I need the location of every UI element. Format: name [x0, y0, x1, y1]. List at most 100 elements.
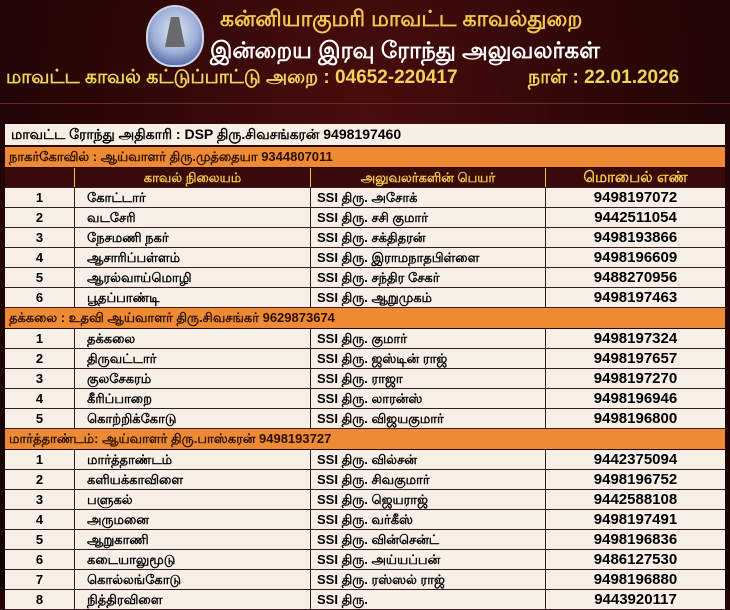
serial-cell: 4	[5, 248, 75, 267]
serial-cell: 2	[5, 349, 75, 368]
date: நாள் : 22.01.2026	[528, 67, 680, 88]
officer-cell: SSI திரு. சக்திதரன்	[311, 228, 546, 247]
officer-cell: SSI திரு. வில்சன்	[311, 450, 546, 469]
station-cell: கோட்டார்	[75, 188, 311, 207]
table-row: 1 கோட்டார் SSI திரு. அசோக் 9498197072	[5, 188, 725, 208]
station-cell: ஆரல்வாய்மொழி	[75, 268, 311, 287]
table-row: 2 வடசேரி SSI திரு. சசி குமார் 9442511054	[5, 208, 725, 228]
serial-cell: 5	[5, 268, 75, 287]
page-header: கன்னியாகுமரி மாவட்ட காவல்துறை இன்றைய இரவ…	[0, 0, 730, 118]
serial-cell: 3	[5, 490, 75, 509]
divider	[0, 103, 730, 104]
serial-cell: 3	[5, 369, 75, 388]
serial-cell: 2	[5, 208, 75, 227]
column-header: காவல் நிலையம்	[75, 168, 311, 187]
section-header: நாகர்கோவில் : ஆய்வாளர் திரு.முத்தையா 934…	[5, 147, 725, 168]
station-cell: அருமனை	[75, 510, 311, 529]
mobile-cell: 9498196752	[593, 471, 678, 488]
officer-cell: SSI திரு. அசோக்	[311, 188, 546, 207]
table-row: 1 தக்கலை SSI திரு. குமார் 9498197324	[5, 329, 725, 349]
serial-cell: 4	[5, 510, 75, 529]
district-patrol-officer: மாவட்ட ரோந்து அதிகாரி : DSP திரு.சிவசங்க…	[5, 124, 725, 147]
officer-cell: SSI திரு. ரஸ்ஸல் ராஜ்	[311, 570, 546, 589]
patrol-officers-table: மாவட்ட ரோந்து அதிகாரி : DSP திரு.சிவசங்க…	[5, 124, 725, 610]
officer-cell: SSI திரு. குமார்	[311, 329, 546, 348]
mobile-cell: 9498197491	[593, 511, 678, 528]
station-cell: திருவட்டார்	[75, 349, 311, 368]
mobile-cell: 9442375094	[593, 451, 678, 468]
table-row: 4 அருமனை SSI திரு. வர்கீஸ் 9498197491	[5, 510, 725, 530]
station-cell: களியக்காவிளை	[75, 470, 311, 489]
serial-cell: 8	[5, 590, 75, 609]
mobile-cell: 9498197072	[593, 189, 678, 206]
officer-cell: SSI திரு. வின்சென்ட்	[311, 530, 546, 549]
station-cell: தக்கலை	[75, 329, 311, 348]
officer-cell: SSI திரு. சிவகுமார்	[311, 470, 546, 489]
page-subtitle: இன்றைய இரவு ரோந்து அலுவலர்கள்	[210, 37, 601, 63]
page-title: கன்னியாகுமரி மாவட்ட காவல்துறை	[220, 6, 583, 31]
mobile-cell: 9498196946	[593, 390, 678, 407]
mobile-cell: 9498193866	[593, 229, 678, 246]
serial-cell: 6	[5, 288, 75, 307]
table-row: 5 கொற்றிக்கோடு SSI திரு. விஜயகுமார் 9498196…	[5, 409, 725, 429]
section-header: மார்த்தாண்டம்: ஆய்வாளர் திரு.பாஸ்கரன் 94…	[5, 429, 725, 450]
officer-cell: SSI திரு. ஜெயராஜ்	[311, 490, 546, 509]
table-row: 3 நேசமணி நகர் SSI திரு. சக்திதரன் 949819386…	[5, 228, 725, 248]
table-row: 5 ஆறுகாணி SSI திரு. வின்சென்ட் 9498196836	[5, 530, 725, 550]
mobile-cell: 9443920117	[594, 591, 677, 608]
table-row: 2 திருவட்டார் SSI திரு. ஜஸ்டின் ராஜ் 949819…	[5, 349, 725, 369]
mobile-cell: 9498196880	[593, 571, 678, 588]
serial-cell: 7	[5, 570, 75, 589]
mobile-cell: 9498197324	[593, 330, 678, 347]
table-row: 6 பூதப்பாண்டி SSI திரு. ஆறுமுகம் 9498197463	[5, 288, 725, 308]
officer-cell: SSI திரு. ஜஸ்டின் ராஜ்	[311, 349, 546, 368]
officer-cell: SSI திரு. ஆறுமுகம்	[311, 288, 546, 307]
officer-cell: SSI திரு. ராஜா	[311, 369, 546, 388]
police-emblem-logo	[146, 5, 204, 67]
table-row: 6 கடையாலுமூடு SSI திரு. அய்யப்பன் 948612753…	[5, 550, 725, 570]
table-row: 8 நித்திரவிளை SSI திரு. 9443920117	[5, 590, 725, 610]
mobile-cell: 9486127530	[593, 551, 678, 568]
column-header: மொபைல் எண்	[583, 169, 688, 186]
station-cell: கொல்லங்கோடு	[75, 570, 311, 589]
table-row: 7 கொல்லங்கோடு SSI திரு. ரஸ்ஸல் ராஜ் 9498196…	[5, 570, 725, 590]
station-cell: நித்திரவிளை	[75, 590, 311, 609]
officer-cell: SSI திரு. சசி குமார்	[311, 208, 546, 227]
officer-cell: SSI திரு. அய்யப்பன்	[311, 550, 546, 569]
mobile-cell: 9498196609	[593, 249, 678, 266]
station-cell: ஆசாரிப்பள்ளம்	[75, 248, 311, 267]
station-cell: கடையாலுமூடு	[75, 550, 311, 569]
officer-cell: SSI திரு. விஜயகுமார்	[311, 409, 546, 428]
section-header: தக்கலை : உதவி ஆய்வாளர் திரு.சிவசங்கர் 96…	[5, 308, 725, 329]
officer-cell: SSI திரு. இராமநாதபிள்ளை	[311, 248, 546, 267]
table-row: 5 ஆரல்வாய்மொழி SSI திரு. சந்திர சேகர் 94882…	[5, 268, 725, 288]
serial-cell: 1	[5, 329, 75, 348]
table-row: 3 குலசேகரம் SSI திரு. ராஜா 9498197270	[5, 369, 725, 389]
table-row: 3 பளுகல் SSI திரு. ஜெயராஜ் 9442588108	[5, 490, 725, 510]
serial-cell: 2	[5, 470, 75, 489]
station-cell: குலசேகரம்	[75, 369, 311, 388]
serial-cell: 6	[5, 550, 75, 569]
serial-cell: 3	[5, 228, 75, 247]
station-cell: பளுகல்	[75, 490, 311, 509]
station-cell: ஆறுகாணி	[75, 530, 311, 549]
column-headers: காவல் நிலையம் அலுவலர்களின் பெயர் மொபைல் எண…	[5, 168, 725, 188]
serial-cell: 5	[5, 409, 75, 428]
officer-cell: SSI திரு. வர்கீஸ்	[311, 510, 546, 529]
station-cell: கீரிப்பாறை	[75, 389, 311, 408]
column-header	[5, 168, 75, 187]
control-room-number: மாவட்ட காவல் கட்டுப்பாட்டு அறை : 04652-2…	[6, 67, 458, 88]
column-header: அலுவலர்களின் பெயர்	[311, 168, 546, 187]
mobile-cell: 9442511054	[594, 209, 677, 226]
station-cell: நேசமணி நகர்	[75, 228, 311, 247]
station-cell: வடசேரி	[75, 208, 311, 227]
table-row: 1 மார்த்தாண்டம் SSI திரு. வில்சன் 944237509…	[5, 450, 725, 470]
officer-cell: SSI திரு.	[311, 590, 546, 609]
mobile-cell: 9498197657	[593, 350, 678, 367]
table-row: 2 களியக்காவிளை SSI திரு. சிவகுமார் 94981967…	[5, 470, 725, 490]
officer-cell: SSI திரு. சந்திர சேகர்	[311, 268, 546, 287]
station-cell: மார்த்தாண்டம்	[75, 450, 311, 469]
serial-cell: 5	[5, 530, 75, 549]
station-cell: பூதப்பாண்டி	[75, 288, 311, 307]
mobile-cell: 9442588108	[593, 491, 678, 508]
